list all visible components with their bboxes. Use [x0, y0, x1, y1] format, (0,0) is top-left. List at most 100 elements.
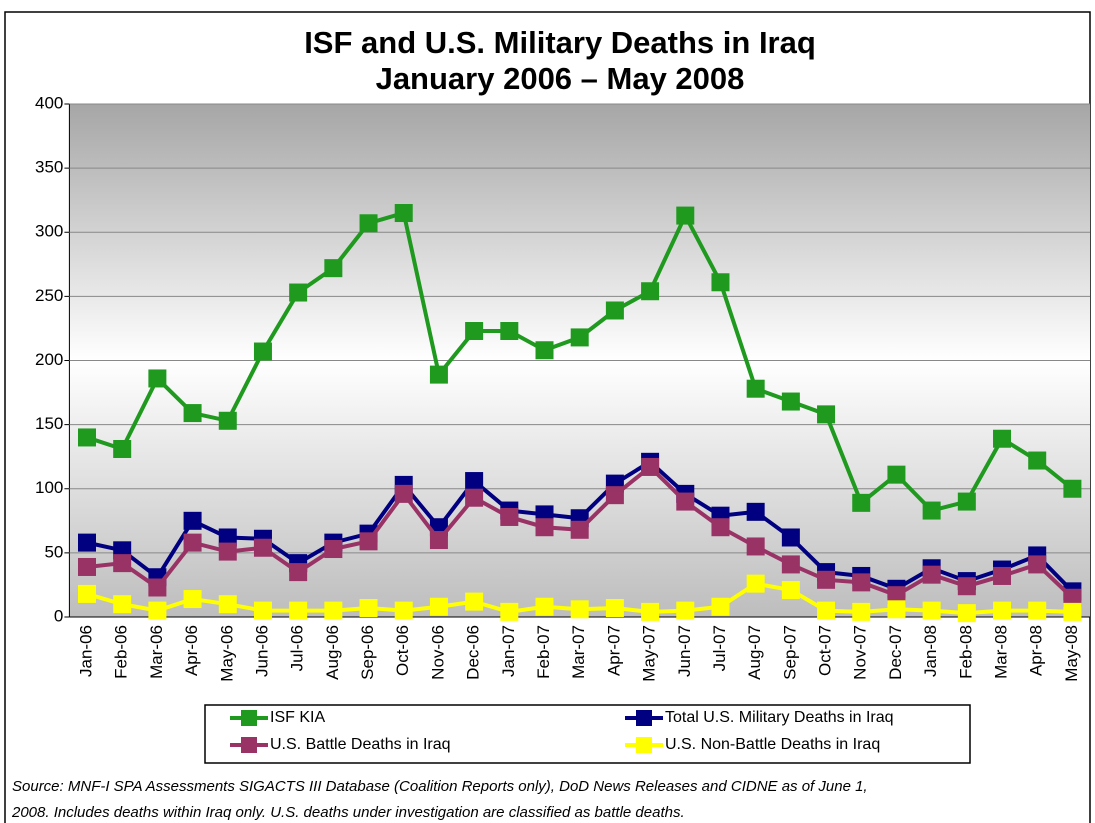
point	[535, 341, 554, 360]
x-tick-label: May-06	[217, 625, 236, 682]
point	[500, 602, 519, 621]
point	[500, 507, 519, 526]
point	[289, 283, 308, 302]
y-tick-label: 50	[44, 542, 63, 561]
x-tick-label: Jan-07	[499, 625, 518, 677]
point	[359, 599, 378, 618]
point	[922, 501, 941, 520]
legend-marker	[241, 737, 257, 753]
point	[77, 584, 96, 603]
point	[711, 273, 730, 292]
x-tick-label: Oct-07	[816, 625, 835, 676]
point	[993, 566, 1012, 585]
point	[1028, 601, 1047, 620]
source-note: Source: MNF-I SPA Assessments SIGACTS II…	[12, 778, 868, 795]
point	[324, 540, 343, 559]
x-tick-label: Sep-06	[358, 625, 377, 680]
point	[183, 533, 202, 552]
point	[746, 502, 765, 521]
x-tick-label: Nov-07	[851, 625, 870, 680]
point	[781, 392, 800, 411]
point	[77, 557, 96, 576]
point	[324, 259, 343, 278]
point	[887, 600, 906, 619]
point	[465, 322, 484, 341]
x-tick-label: Dec-06	[464, 625, 483, 680]
point	[77, 428, 96, 447]
x-tick-label: Oct-06	[393, 625, 412, 676]
point	[1063, 479, 1082, 498]
point	[429, 597, 448, 616]
x-tick-label: Aug-06	[323, 625, 342, 680]
point	[1063, 588, 1082, 607]
point	[359, 532, 378, 551]
x-tick-label: Aug-07	[745, 625, 764, 680]
point	[148, 369, 167, 388]
point	[711, 597, 730, 616]
point	[1028, 555, 1047, 574]
point	[289, 601, 308, 620]
point	[218, 528, 237, 547]
point	[465, 488, 484, 507]
legend-label: U.S. Non-Battle Deaths in Iraq	[665, 736, 880, 753]
point	[113, 439, 132, 458]
legend-marker	[241, 710, 257, 726]
point	[570, 600, 589, 619]
point	[324, 601, 343, 620]
x-tick-label: Jun-07	[675, 625, 694, 677]
point	[394, 484, 413, 503]
legend-marker	[636, 737, 652, 753]
point	[817, 405, 836, 424]
chart-title: ISF and U.S. Military Deaths in Iraq	[304, 25, 816, 60]
legend	[204, 704, 971, 764]
point	[641, 602, 660, 621]
point	[817, 570, 836, 589]
y-tick-label: 100	[35, 478, 63, 497]
x-tick-label: Dec-07	[886, 625, 905, 680]
point	[465, 472, 484, 491]
point	[887, 465, 906, 484]
point	[183, 404, 202, 423]
point	[429, 531, 448, 550]
x-tick-label: May-07	[640, 625, 659, 682]
point	[429, 365, 448, 384]
point	[993, 601, 1012, 620]
x-tick-label: Feb-06	[112, 625, 131, 679]
point	[641, 457, 660, 476]
point	[148, 578, 167, 597]
point	[711, 518, 730, 537]
point	[641, 282, 660, 301]
point	[113, 554, 132, 573]
point	[535, 518, 554, 537]
point	[1028, 451, 1047, 470]
point	[535, 597, 554, 616]
point	[113, 595, 132, 614]
point	[746, 537, 765, 556]
x-tick-label: Apr-06	[182, 625, 201, 676]
point	[957, 604, 976, 623]
x-tick-label: Jan-06	[76, 625, 95, 677]
point	[570, 328, 589, 347]
point	[359, 214, 378, 233]
point	[957, 577, 976, 596]
x-tick-label: Feb-08	[956, 625, 975, 679]
point	[852, 602, 871, 621]
y-tick-label: 200	[35, 350, 63, 369]
point	[922, 565, 941, 584]
y-tick-label: 300	[35, 222, 63, 241]
legend-label: Total U.S. Military Deaths in Iraq	[665, 709, 894, 726]
legend-label: U.S. Battle Deaths in Iraq	[270, 736, 451, 753]
point	[676, 492, 695, 511]
chart-subtitle: January 2006 – May 2008	[376, 61, 745, 96]
point	[852, 493, 871, 512]
point	[605, 599, 624, 618]
x-tick-label: Jul-06	[288, 625, 307, 671]
x-tick-label: Apr-07	[604, 625, 623, 676]
point	[253, 601, 272, 620]
y-tick-label: 150	[35, 414, 63, 433]
point	[993, 429, 1012, 448]
x-tick-label: Mar-07	[569, 625, 588, 679]
point	[852, 573, 871, 592]
x-tick-label: Sep-07	[780, 625, 799, 680]
